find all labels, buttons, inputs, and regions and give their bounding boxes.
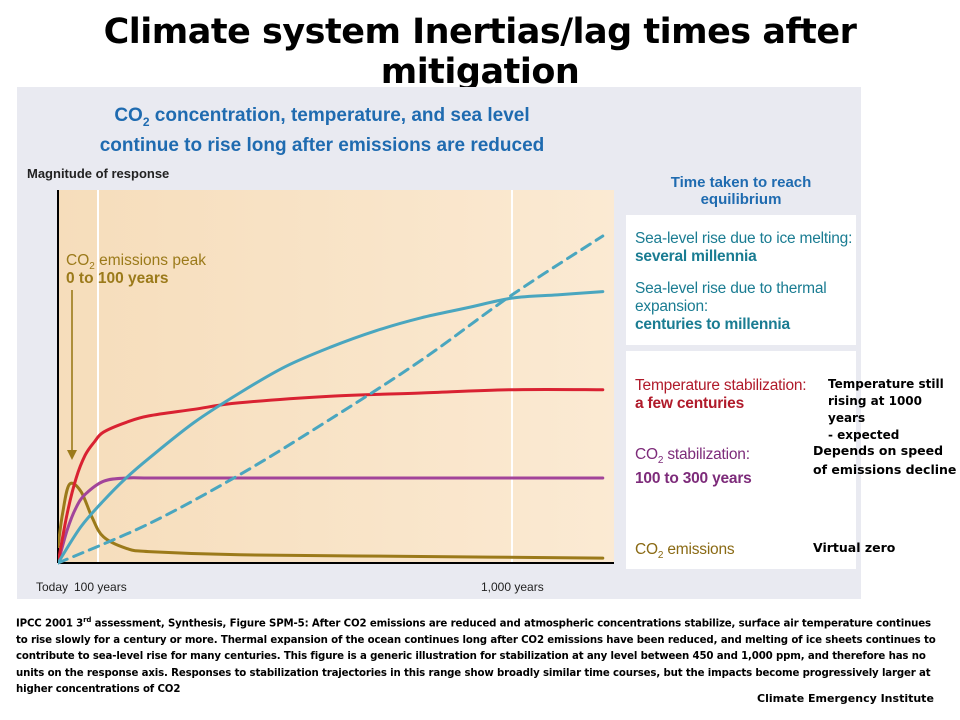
- peak-annotation-line2: 0 to 100 years: [66, 270, 169, 287]
- equilibrium-box-lower: [626, 351, 856, 569]
- series-line-temperature: [58, 387, 605, 565]
- label-thermal-expansion: Sea-level rise due to thermal expansion:…: [635, 280, 827, 333]
- label-temperature-stabilization: Temperature stabilization: a few centuri…: [635, 377, 807, 412]
- equilibrium-heading-line1: Time taken to reach: [670, 174, 812, 191]
- x-tick-label-1: 100 years: [74, 580, 127, 594]
- y-axis-label: Magnitude of response: [27, 166, 170, 181]
- peak-annotation-line1: CO2 emissions peak: [66, 252, 206, 272]
- note-emissions: Virtual zero: [813, 540, 896, 555]
- equilibrium-heading: Time taken to reach equilibrium: [626, 174, 856, 208]
- series-line-co2-stabilization: [58, 476, 605, 565]
- series-line-thermal-expansion: [58, 290, 605, 565]
- equilibrium-box-sea-level: [626, 215, 856, 345]
- figure-heading-line1: CO2 concentration, temperature, and sea …: [114, 105, 530, 129]
- series-line-co2-emissions: [58, 481, 605, 560]
- x-tick-label-2: 1,000 years: [481, 580, 544, 594]
- figure-heading-line2: continue to rise long after emissions ar…: [99, 134, 545, 156]
- figure-heading: CO2 concentration, temperature, and sea …: [17, 104, 627, 158]
- series-line-ice-melting: [58, 234, 605, 565]
- figure-caption: IPCC 2001 3rd assessment, Synthesis, Fig…: [16, 616, 936, 696]
- label-co2-emissions: CO2 emissions: [635, 541, 735, 562]
- peak-annotation: CO2 emissions peak 0 to 100 years: [66, 252, 206, 460]
- peak-arrow-head: [67, 450, 77, 460]
- note-co2-stabilization: Depends on speed of emissions decline: [813, 443, 957, 477]
- note-temperature: Temperature still rising at 1000 years -…: [828, 377, 944, 442]
- label-co2-stabilization: CO2 stabilization: 100 to 300 years: [635, 446, 752, 488]
- credit: Climate Emergency Institute: [757, 692, 934, 705]
- label-ice-melting: Sea-level rise due to ice melting: sever…: [635, 230, 853, 265]
- plot-area: [58, 190, 614, 563]
- slide-title: Climate system Inertias/lag times after …: [103, 12, 857, 92]
- equilibrium-heading-line2: equilibrium: [700, 191, 782, 208]
- x-tick-label-0: Today: [36, 580, 68, 594]
